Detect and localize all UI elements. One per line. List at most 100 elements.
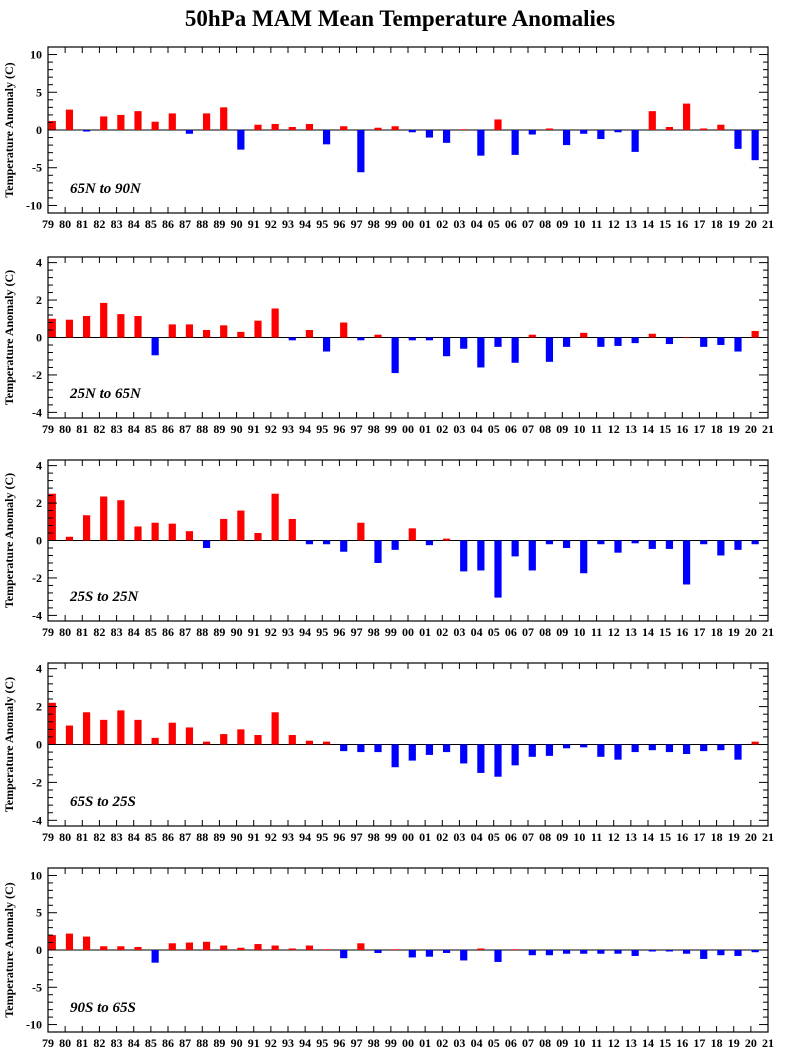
bar: [288, 948, 296, 950]
bar: [151, 950, 159, 963]
bar: [648, 744, 656, 751]
x-tick-label: 10: [573, 1036, 585, 1050]
x-tick-label: 12: [608, 1036, 620, 1050]
x-tick-label: 18: [711, 625, 723, 639]
x-tick-label: 83: [111, 217, 123, 231]
x-tick-label: 02: [436, 422, 448, 436]
y-tick-label: 0: [36, 123, 42, 137]
bar: [408, 130, 416, 133]
x-tick-label: 15: [659, 1036, 671, 1050]
bar: [597, 337, 605, 347]
bar: [391, 540, 399, 550]
bar: [374, 950, 382, 953]
x-tick-label: 00: [402, 217, 414, 231]
x-tick-label: 15: [659, 830, 671, 844]
bar: [511, 337, 519, 363]
bar: [134, 526, 142, 541]
x-tick-label: 05: [488, 217, 500, 231]
bar: [545, 540, 554, 545]
bar: [117, 946, 125, 950]
bar: [545, 744, 554, 756]
x-tick-label: 85: [145, 422, 157, 436]
bar: [580, 950, 588, 954]
x-tick-label: 81: [76, 217, 88, 231]
x-tick-label: 80: [59, 830, 71, 844]
bar: [391, 337, 399, 374]
bar: [442, 950, 451, 953]
x-tick-label: 01: [419, 422, 431, 436]
x-tick-label: 88: [196, 422, 208, 436]
bar: [545, 337, 554, 362]
x-tick-label: 89: [213, 625, 225, 639]
x-tick-label: 07: [522, 830, 534, 844]
x-tick-label: 12: [608, 625, 620, 639]
x-tick-label: 80: [59, 422, 71, 436]
bar: [614, 130, 622, 133]
y-tick-label: 5: [36, 906, 42, 920]
x-tick-label: 03: [453, 830, 465, 844]
bar: [477, 744, 485, 773]
x-tick-label: 01: [419, 1036, 431, 1050]
bar: [562, 130, 571, 146]
bar: [65, 109, 74, 130]
bar: [305, 540, 314, 545]
x-tick-label: 17: [693, 217, 705, 231]
x-tick-label: 08: [539, 625, 551, 639]
bar: [82, 130, 91, 132]
bar: [65, 536, 74, 541]
bar: [442, 538, 451, 541]
region-label: 90S to 65S: [70, 1000, 136, 1016]
bar: [237, 331, 245, 338]
x-tick-label: 91: [248, 422, 260, 436]
bar: [528, 130, 536, 135]
bar: [134, 111, 142, 130]
y-tick-label: 4: [36, 256, 42, 270]
x-tick-label: 87: [179, 625, 191, 639]
bar: [562, 540, 571, 548]
chart-panel: 79 80 81 82 83 84 85 86 87 88 89 90 91 92 93 94 95 96 97 98…: [2, 459, 774, 639]
x-tick-label: 98: [368, 217, 380, 231]
y-tick-label: -10: [26, 198, 42, 212]
bar: [425, 130, 434, 138]
x-tick-label: 03: [453, 1036, 465, 1050]
bar: [168, 324, 176, 338]
x-tick-label: 12: [608, 217, 620, 231]
bar: [357, 522, 365, 541]
y-tick-label: 0: [36, 738, 42, 752]
bar: [254, 944, 262, 950]
bar: [254, 533, 262, 541]
bar: [168, 113, 176, 130]
x-tick-label: 93: [282, 422, 294, 436]
bar: [82, 936, 91, 950]
bar: [562, 950, 571, 954]
bar: [271, 123, 279, 130]
bar: [511, 130, 519, 155]
x-tick-label: 95: [316, 1036, 328, 1050]
x-tick-label: 04: [471, 217, 483, 231]
bar: [717, 124, 725, 130]
bar: [751, 540, 759, 545]
bar: [202, 941, 211, 950]
x-tick-label: 86: [162, 422, 174, 436]
bar: [408, 528, 416, 541]
x-tick-label: 95: [316, 830, 328, 844]
bar: [220, 325, 228, 338]
x-tick-label: 96: [333, 1036, 345, 1050]
x-tick-label: 12: [608, 830, 620, 844]
bar: [597, 950, 605, 954]
x-tick-label: 10: [573, 830, 585, 844]
x-tick-label: 92: [265, 625, 277, 639]
bar: [185, 130, 194, 134]
x-tick-label: 94: [299, 830, 311, 844]
y-tick-label: 10: [30, 868, 42, 882]
bar: [185, 727, 194, 745]
bar: [202, 330, 211, 338]
bar: [631, 744, 639, 753]
x-tick-label: 89: [213, 1036, 225, 1050]
x-tick-label: 93: [282, 830, 294, 844]
x-tick-label: 15: [659, 422, 671, 436]
bar: [374, 540, 382, 563]
bar: [322, 540, 331, 545]
x-tick-label: 05: [488, 1036, 500, 1050]
x-tick-label: 79: [42, 830, 54, 844]
